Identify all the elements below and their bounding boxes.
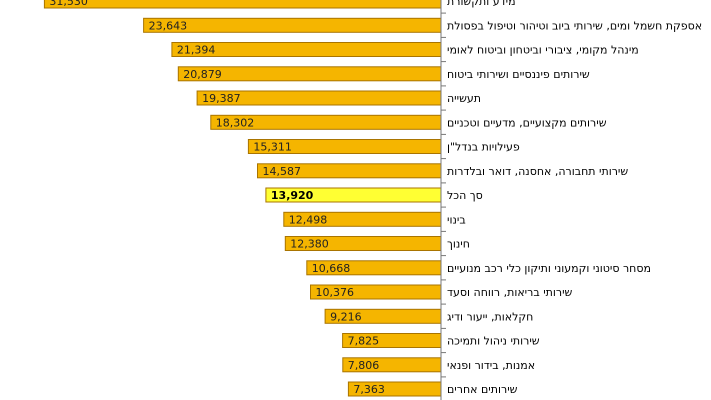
- bar: [143, 17, 442, 33]
- category-label: מידע ותקשורת: [447, 0, 516, 8]
- data-label: 9,216: [330, 310, 362, 323]
- bar: [43, 0, 442, 9]
- data-label: 31,530: [49, 0, 88, 8]
- data-label: 21,394: [177, 44, 216, 57]
- data-label: 7,825: [348, 335, 380, 348]
- category-label: מסחר סיטוני וקמעוני ותיקון כלי רכב מנועי…: [447, 262, 651, 275]
- data-label: 23,643: [149, 19, 188, 32]
- category-label: שירותי תחבורה, אחסנה, דואר ובלדרות: [447, 165, 628, 178]
- data-label: 13,920: [271, 189, 314, 202]
- data-label: 20,879: [183, 68, 222, 81]
- category-label: שירותים פיננסיים ושירותי ביטוח: [447, 68, 590, 81]
- data-label: 10,376: [316, 286, 355, 299]
- category-label: בינוי: [447, 213, 466, 226]
- category-label: תעשייה: [447, 92, 481, 105]
- category-axis: מידע ותקשורת אספקת חשמל ומים, שירותי ביוב…: [440, 0, 702, 400]
- data-label: 12,380: [290, 238, 329, 251]
- category-label: שירותים אחרים: [447, 383, 518, 396]
- category-label: פעילויות בנדל"ן: [447, 141, 520, 154]
- category-label: חקלאות, ייעור ודיג: [447, 310, 533, 323]
- data-label: 7,363: [353, 383, 385, 396]
- category-label: חינוך: [447, 238, 470, 251]
- data-label: 18,302: [216, 116, 255, 129]
- data-label: 15,311: [253, 141, 292, 154]
- category-label: אמנות, בידור ופנאי: [447, 359, 535, 372]
- data-label: 14,587: [263, 165, 302, 178]
- category-label: שירותי בריאות, רווחה וסעד: [447, 286, 573, 299]
- bars-layer: 31,530 23,643 21,394 20,879 19,387 18,302 15,3…: [43, 0, 442, 397]
- data-label: 10,668: [312, 262, 351, 275]
- category-label: מינהל מקומי, ציבורי וביטחון וביטוח לאומי: [447, 44, 639, 57]
- data-label: 19,387: [202, 92, 241, 105]
- category-label: סך הכל: [447, 189, 483, 202]
- category-label: שירותים מקצועיים, מדעיים וטכניים: [447, 116, 607, 129]
- category-label: אספקת חשמל ומים, שירותי ביוב וטיהור וטיפ…: [447, 19, 702, 32]
- data-label: 12,498: [289, 213, 328, 226]
- data-label: 7,806: [348, 359, 380, 372]
- category-label: שירותי ניהול ותמיכה: [447, 335, 540, 348]
